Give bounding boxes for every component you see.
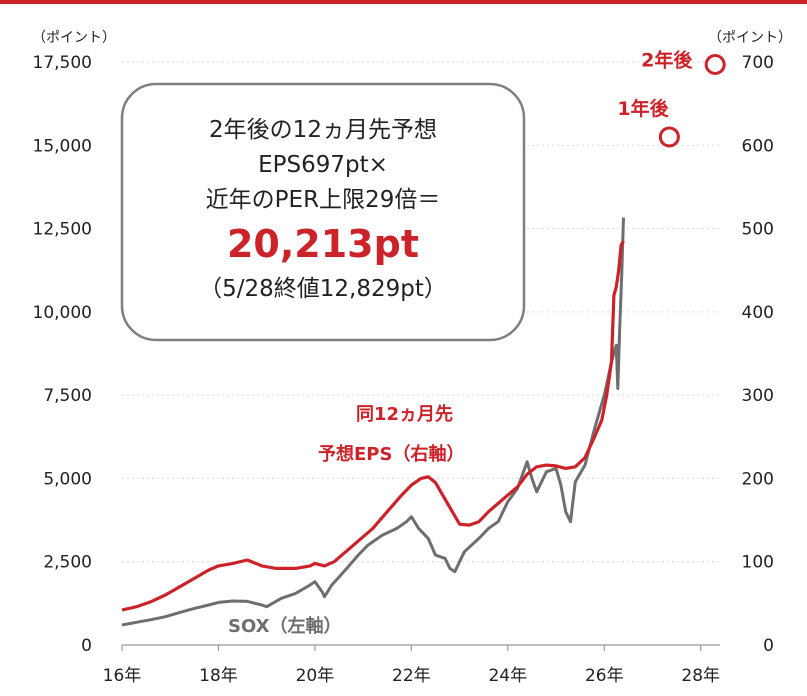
forecast-label-1: 1年後 (617, 97, 669, 120)
sox-series-line (121, 217, 625, 627)
left-tick-label-1: 2,500 (43, 553, 92, 573)
left-axis-unit-label: （ポイント） (32, 30, 116, 46)
axis-layer: 0 2,500 5,000 7,500 10,000 12,500 15,000 17,500… (33, 53, 774, 686)
x-tick-label-5: 26年 (585, 666, 624, 686)
series-layer (121, 217, 625, 627)
callout-note: （5/28終値12,829pt） (199, 276, 447, 302)
forecast-marker-2 (704, 53, 726, 75)
left-tick-label-4: 10,000 (33, 303, 92, 323)
top-accent-bar (0, 0, 807, 4)
right-tick-label-0: 0 (763, 636, 774, 656)
x-tick-label-3: 22年 (392, 666, 431, 686)
forecast-layer: 1年後 2年後 (617, 48, 726, 148)
callout-line3: 近年のPER上限29倍＝ (206, 187, 441, 213)
callout-line1: 2年後の12ヵ月先予想 (209, 117, 437, 143)
x-tick-label-1: 18年 (199, 666, 238, 686)
forecast-marker-1 (658, 126, 680, 148)
sox-series-label: SOX（左軸） (228, 615, 342, 637)
left-tick-label-2: 5,000 (43, 469, 92, 489)
right-tick-label-2: 200 (742, 469, 774, 489)
callout-box (120, 82, 526, 342)
forecast-label-2: 2年後 (641, 48, 693, 71)
right-tick-label-5: 500 (742, 220, 774, 240)
right-tick-label-3: 300 (742, 386, 774, 406)
right-tick-label-1: 100 (742, 553, 774, 573)
x-tick-label-4: 24年 (488, 666, 527, 686)
left-tick-label-6: 15,000 (33, 136, 92, 156)
eps-series-label-line2: 予想EPS（右軸） (318, 443, 464, 465)
right-tick-label-6: 600 (742, 136, 774, 156)
left-tick-label-0: 0 (81, 636, 92, 656)
callout-value: 20,213pt (227, 222, 419, 266)
right-tick-label-7: 700 (742, 53, 774, 73)
eps-series-label-line1: 同12ヵ月先 (356, 403, 453, 425)
x-tick-label-2: 20年 (296, 666, 335, 686)
left-tick-label-3: 7,500 (43, 386, 92, 406)
left-tick-label-7: 17,500 (33, 53, 92, 73)
right-tick-label-4: 400 (742, 303, 774, 323)
eps-series-line (121, 240, 625, 612)
callout-line2: EPS697pt× (258, 152, 388, 178)
left-tick-label-5: 12,500 (33, 220, 92, 240)
right-axis-unit-label: （ポイント） (708, 30, 792, 46)
x-tick-label-6: 28年 (681, 666, 720, 686)
x-tick-label-0: 16年 (103, 666, 142, 686)
callout-box-group: 2年後の12ヵ月先予想 EPS697pt× 近年のPER上限29倍＝ 20,21… (120, 82, 526, 342)
